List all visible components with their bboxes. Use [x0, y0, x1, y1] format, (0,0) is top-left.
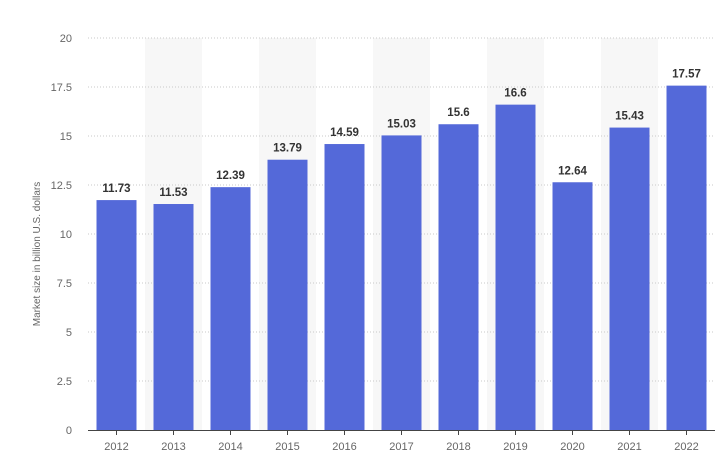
- bar-2019[interactable]: [495, 104, 536, 430]
- y-tick-label: 5: [66, 327, 72, 339]
- bar-2014[interactable]: [210, 187, 251, 430]
- x-tick-label-2016: 2016: [332, 441, 356, 453]
- value-label-2016: 14.59: [330, 127, 359, 139]
- value-label-2021: 15.43: [615, 111, 644, 123]
- x-tick-label-2022: 2022: [674, 441, 698, 453]
- x-tick-label-2012: 2012: [104, 441, 128, 453]
- value-label-2022: 17.57: [672, 69, 701, 81]
- y-tick-label: 0: [66, 425, 72, 437]
- value-label-2015: 13.79: [273, 143, 302, 155]
- bars: [96, 85, 707, 431]
- y-tick-label: 20: [60, 33, 72, 45]
- x-tick-label-2021: 2021: [617, 441, 641, 453]
- bar-2018[interactable]: [438, 124, 479, 431]
- x-tick-label-2017: 2017: [389, 441, 413, 453]
- y-tick-label: 7.5: [57, 278, 72, 290]
- x-tick-label-2013: 2013: [161, 441, 185, 453]
- bar-2013[interactable]: [153, 204, 194, 430]
- x-tick-label-2020: 2020: [560, 441, 584, 453]
- value-label-2012: 11.73: [102, 183, 130, 195]
- value-label-2019: 16.6: [504, 88, 526, 100]
- y-tick-label: 17.5: [51, 82, 72, 94]
- bar-2017[interactable]: [381, 135, 422, 431]
- bar-2016[interactable]: [324, 144, 365, 430]
- y-tick-label: 12.5: [51, 180, 72, 192]
- value-label-2020: 12.64: [558, 165, 587, 177]
- bar-2021[interactable]: [609, 127, 650, 431]
- value-label-2014: 12.39: [216, 170, 245, 182]
- y-tick-label: 10: [60, 229, 72, 241]
- y-axis: 0 2.5 5 7.5 10 12.5 15 17.5 20: [51, 33, 72, 437]
- y-tick-label: 15: [60, 131, 72, 143]
- x-tick-label-2015: 2015: [275, 441, 299, 453]
- value-label-2013: 11.53: [159, 187, 187, 199]
- x-tick-label-2019: 2019: [503, 441, 527, 453]
- value-label-2017: 15.03: [387, 118, 416, 130]
- x-tick-label-2018: 2018: [446, 441, 470, 453]
- x-axis: 2012 2013 2014 2015 2016 2017 2018 2019 2020 2021…: [88, 430, 715, 453]
- bar-2015[interactable]: [267, 159, 308, 430]
- x-tick-label-2014: 2014: [218, 441, 242, 453]
- bar-2020[interactable]: [552, 182, 593, 430]
- y-tick-label: 2.5: [57, 376, 72, 388]
- bar-2012[interactable]: [96, 200, 137, 430]
- value-label-2018: 15.6: [447, 107, 469, 119]
- bar-2022[interactable]: [666, 85, 707, 431]
- value-labels: 11.73 11.53 12.39 13.79 14.59 15.03 15.6 16.6 12…: [102, 69, 700, 199]
- y-axis-title: Market size in billion U.S. dollars: [32, 182, 43, 327]
